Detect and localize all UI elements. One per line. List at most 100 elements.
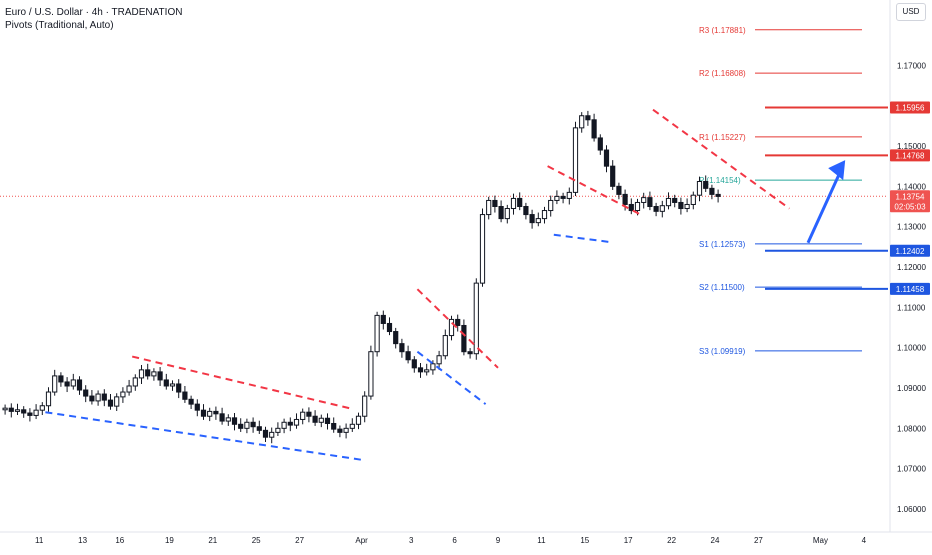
candle-body (641, 197, 647, 203)
time-tick-label: Apr (355, 536, 368, 545)
candle-body (83, 389, 89, 397)
price-tick-label: 1.07000 (897, 465, 926, 474)
candle-body (399, 343, 405, 353)
candle-body (672, 197, 678, 203)
candle-body (479, 214, 486, 284)
candle-body (386, 322, 393, 333)
resistance-trendline[interactable] (131, 355, 350, 410)
current-price-label: 1.13754 (896, 192, 925, 201)
candle-body (498, 206, 504, 220)
level-price-label: 1.15956 (896, 103, 925, 112)
pivot-label-s3: S3 (1.09919) (699, 347, 746, 356)
candle-body (244, 421, 250, 429)
candle-body (76, 379, 83, 391)
pivot-label-r2: R2 (1.16808) (699, 69, 746, 78)
pivot-label-s1: S1 (1.12573) (699, 240, 746, 249)
candle-body (715, 193, 721, 197)
candle-body (200, 409, 207, 417)
time-tick-label: 25 (252, 536, 261, 545)
candle-body (442, 335, 448, 357)
candle-body (2, 407, 8, 411)
candle-body (585, 115, 591, 121)
resistance-trendline[interactable] (416, 288, 499, 369)
candle-body (597, 137, 603, 151)
candle-body (337, 428, 343, 433)
time-tick-label: 11 (35, 536, 44, 545)
candle-body (647, 197, 653, 207)
level-price-tag (890, 101, 930, 114)
candle-body (610, 165, 616, 187)
candle-body (665, 197, 672, 207)
time-tick-label: 11 (537, 536, 546, 545)
resistance-trendline[interactable] (652, 108, 790, 210)
candle-body (424, 369, 430, 373)
candle-body (572, 127, 579, 193)
candle-body (560, 195, 566, 199)
level-price-label: 1.12402 (896, 247, 925, 256)
candle-body (393, 331, 399, 345)
candle-body (176, 383, 182, 393)
candle-body (324, 417, 331, 424)
candle-body (269, 431, 275, 438)
candle-body (653, 206, 659, 212)
support-trendline[interactable] (416, 350, 487, 405)
time-tick-label: 6 (452, 536, 457, 545)
price-tick-label: 1.15000 (897, 142, 926, 151)
support-trendline[interactable] (553, 233, 610, 243)
candle-body (430, 363, 436, 371)
support-trendline[interactable] (45, 411, 362, 461)
candle-body (622, 193, 628, 205)
candle-body (591, 119, 597, 139)
bullish-arrow-head[interactable] (828, 160, 846, 181)
candle-body (293, 418, 300, 426)
candle-body (275, 427, 281, 433)
candle-body (306, 411, 312, 417)
bullish-arrow-shaft[interactable] (806, 173, 841, 244)
candle-body (417, 367, 424, 373)
candle-body (157, 371, 163, 381)
candle-body (95, 393, 101, 402)
candle-body (262, 429, 269, 438)
time-tick-label: 21 (208, 536, 217, 545)
candle-body (517, 197, 523, 208)
candle-body (163, 379, 169, 387)
candle-body (566, 191, 572, 199)
currency-button[interactable]: USD (896, 3, 926, 21)
candle-body (250, 421, 256, 428)
candle-body (374, 314, 380, 353)
candle-body (696, 180, 703, 196)
candle-body (45, 391, 52, 407)
candle-body (355, 415, 362, 425)
candle-body (616, 185, 622, 195)
candle-body (188, 398, 194, 405)
level-price-label: 1.11458 (896, 285, 925, 294)
candle-body (318, 417, 324, 423)
candle-body (58, 375, 64, 383)
resistance-trendline[interactable] (547, 165, 642, 216)
level-price-tag (890, 282, 930, 295)
price-tick-label: 1.12000 (897, 263, 926, 272)
level-price-tag (890, 149, 930, 162)
time-tick-label: May (813, 536, 828, 545)
time-tick-label: 17 (624, 536, 633, 545)
candle-body (455, 318, 461, 326)
candle-countdown: 02:05:03 (894, 202, 926, 211)
candle-body (300, 411, 306, 420)
candle-body (114, 396, 120, 407)
candle-body (486, 199, 492, 216)
time-tick-label: 27 (754, 536, 763, 545)
candle-body (461, 324, 467, 353)
candle-body (436, 355, 442, 365)
candle-body (448, 318, 455, 337)
candle-body (579, 115, 585, 129)
candle-body (634, 201, 641, 212)
time-tick-label: 13 (78, 536, 87, 545)
pivot-label-s2: S2 (1.11500) (699, 283, 745, 292)
candle-body (194, 403, 200, 411)
price-tick-label: 1.06000 (897, 505, 926, 514)
candle-body (107, 399, 114, 407)
candle-body (703, 180, 709, 189)
candle-body (151, 371, 157, 377)
